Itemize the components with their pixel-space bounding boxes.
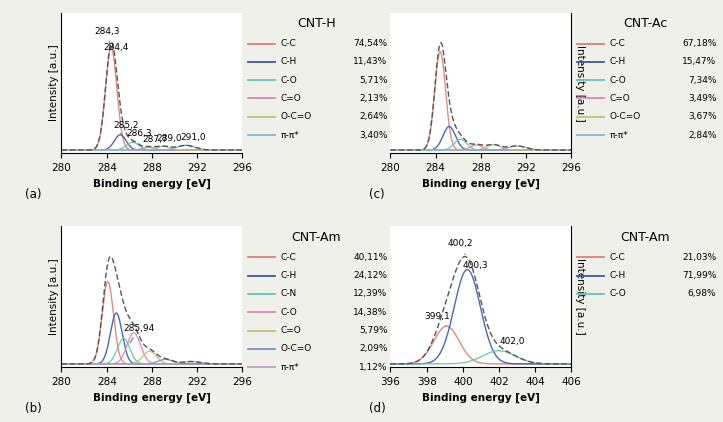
Text: C-O: C-O [609,289,627,298]
Text: (a): (a) [25,189,42,201]
Text: 7,34%: 7,34% [688,76,716,85]
Text: 2,64%: 2,64% [359,112,388,121]
Text: O-C=O: O-C=O [281,344,312,353]
Text: (c): (c) [369,189,385,201]
Text: 284,3: 284,3 [95,27,120,43]
Text: C=O: C=O [281,326,301,335]
Text: C-O: C-O [609,76,627,85]
Text: π-π*: π-π* [281,130,299,140]
Text: π-π*: π-π* [609,130,628,140]
Text: π-π*: π-π* [281,362,299,372]
Text: 12,39%: 12,39% [354,289,388,298]
Text: 15,47%: 15,47% [683,57,716,66]
Text: 286,3: 286,3 [126,129,152,142]
Text: 400,3: 400,3 [463,260,488,270]
Text: CNT-H: CNT-H [297,17,335,30]
Text: C-C: C-C [281,39,296,48]
Text: C-H: C-H [609,271,626,280]
Text: 2,84%: 2,84% [688,130,716,140]
Y-axis label: Intensity [a.u.]: Intensity [a.u.] [576,258,585,335]
Text: C-O: C-O [281,308,298,317]
Text: CNT-Am: CNT-Am [620,231,670,243]
Text: O-C=O: O-C=O [281,112,312,121]
Text: (b): (b) [25,402,42,415]
Text: 14,38%: 14,38% [354,308,388,317]
Text: 287,7: 287,7 [142,135,168,147]
Text: 21,03%: 21,03% [683,253,716,262]
X-axis label: Binding energy [eV]: Binding energy [eV] [93,179,211,189]
Text: (d): (d) [369,402,385,415]
Y-axis label: Intensity [a.u.]: Intensity [a.u.] [48,45,59,122]
Text: C-C: C-C [281,253,296,262]
Text: 3,49%: 3,49% [688,94,716,103]
Text: 6,98%: 6,98% [688,289,716,298]
Text: 24,12%: 24,12% [354,271,388,280]
Text: C-H: C-H [609,57,626,66]
X-axis label: Binding energy [eV]: Binding energy [eV] [422,179,540,189]
Text: 67,18%: 67,18% [682,39,716,48]
Text: 40,11%: 40,11% [354,253,388,262]
X-axis label: Binding energy [eV]: Binding energy [eV] [93,392,211,403]
Text: 3,67%: 3,67% [688,112,716,121]
Text: 2,13%: 2,13% [359,94,388,103]
Y-axis label: Intensity [a.u.]: Intensity [a.u.] [48,258,59,335]
Text: 5,71%: 5,71% [359,76,388,85]
Text: 285,94: 285,94 [123,324,155,343]
Text: C-C: C-C [609,253,625,262]
Text: 74,54%: 74,54% [354,39,388,48]
Text: C-C: C-C [609,39,625,48]
X-axis label: Binding energy [eV]: Binding energy [eV] [422,392,540,403]
Text: 399,1: 399,1 [424,312,450,326]
Text: 284,4: 284,4 [103,43,129,52]
Text: 2,09%: 2,09% [359,344,388,353]
Text: 1,12%: 1,12% [359,362,388,372]
Text: CNT-Ac: CNT-Ac [623,17,667,30]
Text: C-O: C-O [281,76,298,85]
Text: 285,2: 285,2 [114,122,140,135]
Text: O-C=O: O-C=O [609,112,641,121]
Text: 71,99%: 71,99% [682,271,716,280]
Text: 400,2: 400,2 [448,239,473,254]
Text: 11,43%: 11,43% [354,57,388,66]
Text: C-N: C-N [281,289,297,298]
Text: 291,0: 291,0 [180,133,206,146]
Text: 402,0: 402,0 [499,338,526,351]
Text: C=O: C=O [281,94,301,103]
Text: CNT-Am: CNT-Am [291,231,341,243]
Text: 3,40%: 3,40% [359,130,388,140]
Text: 289,0: 289,0 [157,134,182,146]
Text: 5,79%: 5,79% [359,326,388,335]
Text: C-H: C-H [281,57,297,66]
Y-axis label: Intensity [a.u.]: Intensity [a.u.] [576,45,585,122]
Text: C-H: C-H [281,271,297,280]
Text: C=O: C=O [609,94,630,103]
